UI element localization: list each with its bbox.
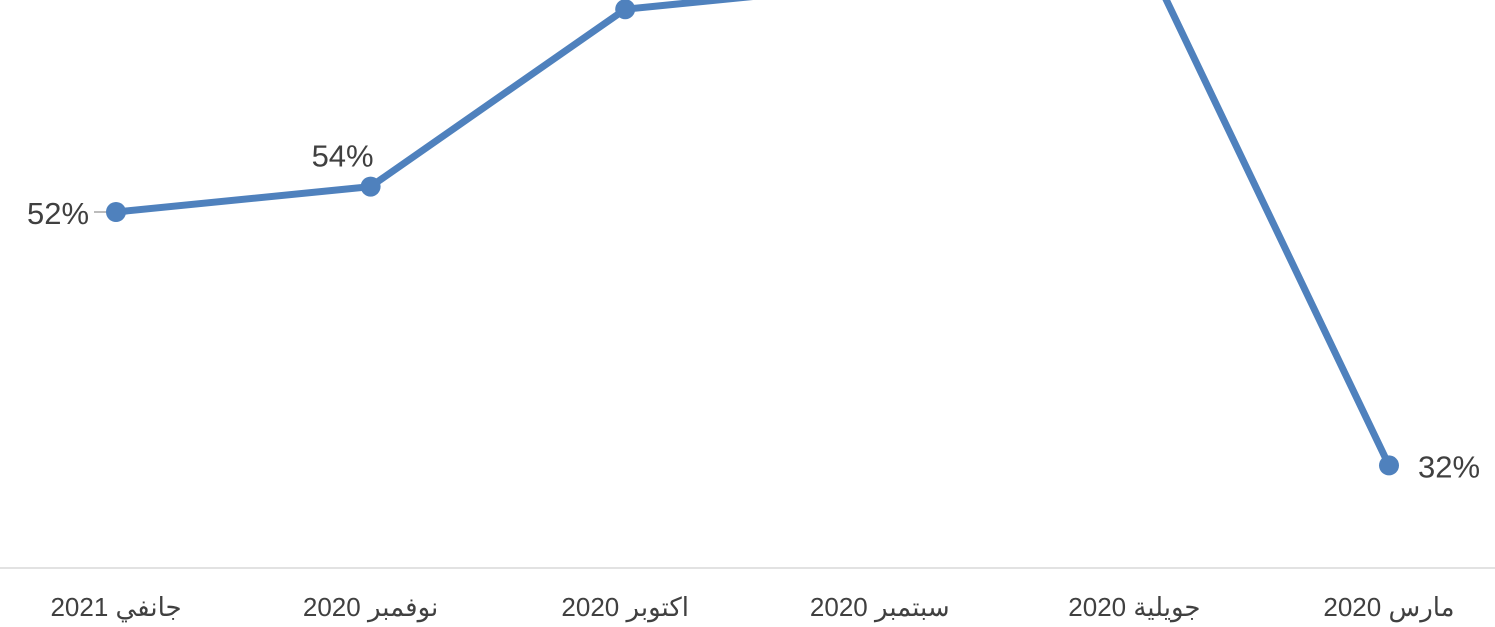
data-label: 32% bbox=[1418, 449, 1480, 484]
data-point bbox=[360, 176, 381, 197]
data-labels: 52%54%68%70%74%32% bbox=[27, 139, 1480, 485]
x-tick-label: مارس 2020 bbox=[1323, 592, 1454, 622]
x-tick-label: جانفي 2021 bbox=[50, 592, 181, 622]
x-tick-label: نوفمبر 2020 bbox=[303, 592, 438, 623]
series-line bbox=[112, 0, 1393, 469]
data-label: 52% bbox=[27, 196, 89, 231]
series-layer bbox=[106, 0, 1399, 476]
x-tick-labels: جانفي 2021 نوفمبر 2020 اكتوبر 2020 سبتمبر 2… bbox=[50, 592, 1454, 623]
data-point bbox=[106, 202, 126, 222]
data-point bbox=[615, 0, 636, 20]
x-tick-label: اكتوبر 2020 bbox=[561, 592, 689, 623]
x-tick-label: جويلية 2020 bbox=[1068, 592, 1200, 623]
data-label: 54% bbox=[312, 139, 374, 174]
data-point bbox=[1379, 455, 1399, 476]
x-tick-label: سبتمبر 2020 bbox=[810, 592, 950, 623]
